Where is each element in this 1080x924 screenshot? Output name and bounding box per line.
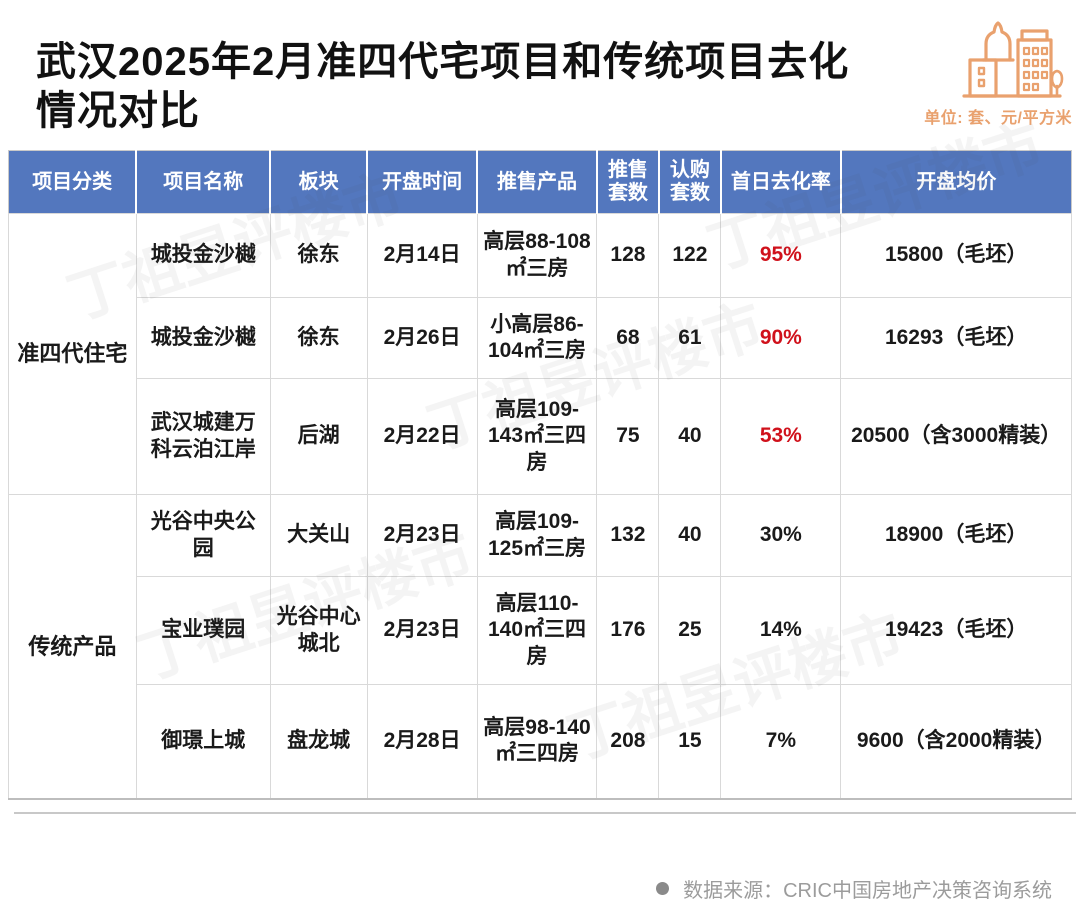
- table-row: 宝业璞园 光谷中心城北 2月23日 高层110-140㎡三四房 176 25 1…: [9, 576, 1072, 685]
- price-cell: 9600（含2000精装）: [840, 684, 1072, 799]
- project-name-cell: 城投金沙樾: [135, 297, 271, 379]
- product-cell: 高层98-140㎡三四房: [476, 684, 598, 799]
- project-name-cell: 光谷中央公园: [135, 494, 271, 577]
- price-cell: 20500（含3000精装）: [840, 378, 1072, 495]
- offered-cell: 75: [596, 378, 660, 495]
- open-date-cell: 2月28日: [366, 684, 478, 799]
- offered-cell: 176: [596, 576, 660, 685]
- column-header-price: 开盘均价: [840, 150, 1072, 214]
- table-row: 传统产品 光谷中央公园 大关山 2月23日 高层109-125㎡三房 132 4…: [8, 494, 1072, 799]
- district-cell: 徐东: [269, 297, 368, 379]
- page-title: 武汉2025年2月准四代宅项目和传统项目去化 情况对比: [36, 40, 850, 133]
- open-date-cell: 2月22日: [366, 378, 478, 495]
- price-cell: 19423（毛坯）: [840, 576, 1072, 685]
- price-cell: 18900（毛坯）: [840, 494, 1072, 577]
- table-row: 城投金沙樾 徐东 2月26日 小高层86-104㎡三房 68 61 90% 16…: [9, 297, 1072, 379]
- subscribed-cell: 40: [658, 378, 722, 495]
- district-cell: 大关山: [269, 494, 368, 577]
- column-header-offered: 推售套数: [596, 150, 660, 214]
- table-row: 武汉城建万科云泊江岸 后湖 2月22日 高层109-143㎡三四房 75 40 …: [9, 378, 1072, 495]
- column-header-rate: 首日去化率: [720, 150, 842, 214]
- district-cell: 盘龙城: [269, 684, 368, 799]
- project-name-cell: 宝业璞园: [135, 576, 271, 685]
- group-cell-gen4: 准四代住宅: [8, 213, 137, 495]
- offered-cell: 208: [596, 684, 660, 799]
- rate-cell: 14%: [720, 576, 842, 685]
- subscribed-cell: 122: [658, 213, 722, 298]
- table-row: 御璟上城 盘龙城 2月28日 高层98-140㎡三四房 208 15 7% 96…: [9, 684, 1072, 799]
- subscribed-cell: 40: [658, 494, 722, 577]
- product-cell: 高层109-125㎡三房: [476, 494, 598, 577]
- project-name-cell: 御璟上城: [135, 684, 271, 799]
- comparison-table: 项目分类 项目名称 板块 开盘时间 推售产品 推售套数 认购套数 首日去化率 开…: [8, 150, 1072, 800]
- open-date-cell: 2月23日: [366, 494, 478, 577]
- open-date-cell: 2月23日: [366, 576, 478, 685]
- column-header-district: 板块: [270, 150, 369, 214]
- column-header-category: 项目分类: [8, 150, 138, 214]
- column-header-product: 推售产品: [477, 150, 598, 214]
- project-name-cell: 城投金沙樾: [135, 213, 271, 298]
- buildings-icon: [962, 21, 1064, 98]
- product-cell: 高层109-143㎡三四房: [476, 378, 598, 495]
- column-header-name: 项目名称: [136, 150, 272, 214]
- rate-cell: 90%: [720, 297, 842, 379]
- product-cell: 小高层86-104㎡三房: [476, 297, 598, 379]
- group-cell-traditional: 传统产品: [8, 494, 137, 799]
- district-cell: 后湖: [269, 378, 368, 495]
- district-cell: 光谷中心城北: [269, 576, 368, 685]
- product-cell: 高层88-108㎡三房: [476, 213, 598, 298]
- rate-cell: 95%: [720, 213, 842, 298]
- column-header-open-date: 开盘时间: [367, 150, 479, 214]
- table-row: 准四代住宅 城投金沙樾 徐东 2月14日 高层88-108㎡三房 128 122…: [8, 213, 1072, 495]
- offered-cell: 68: [596, 297, 660, 379]
- subscribed-cell: 15: [658, 684, 722, 799]
- header-row: 项目分类 项目名称 板块 开盘时间 推售产品 推售套数 认购套数 首日去化率 开…: [8, 150, 1072, 214]
- district-cell: 徐东: [269, 213, 368, 298]
- data-source-note: 数据来源：CRIC中国房地产决策咨询系统: [656, 874, 1052, 903]
- unit-label: 单位: 套、元/平方米: [924, 110, 1072, 127]
- subscribed-cell: 25: [658, 576, 722, 685]
- rate-cell: 30%: [720, 494, 842, 577]
- open-date-cell: 2月14日: [366, 213, 478, 298]
- rate-cell: 53%: [720, 378, 842, 495]
- footer-divider: [14, 812, 1076, 814]
- bullet-icon: [656, 882, 670, 895]
- offered-cell: 132: [596, 494, 660, 577]
- offered-cell: 128: [596, 213, 660, 298]
- rate-cell: 7%: [720, 684, 842, 799]
- open-date-cell: 2月26日: [366, 297, 478, 379]
- data-source-text: 数据来源：CRIC中国房地产决策咨询系统: [683, 880, 1052, 902]
- project-name-cell: 武汉城建万科云泊江岸: [135, 378, 271, 495]
- column-header-subscribed: 认购套数: [658, 150, 722, 214]
- price-cell: 15800（毛坯）: [840, 213, 1072, 298]
- product-cell: 高层110-140㎡三四房: [476, 576, 598, 685]
- subscribed-cell: 61: [658, 297, 722, 379]
- price-cell: 16293（毛坯）: [840, 297, 1072, 379]
